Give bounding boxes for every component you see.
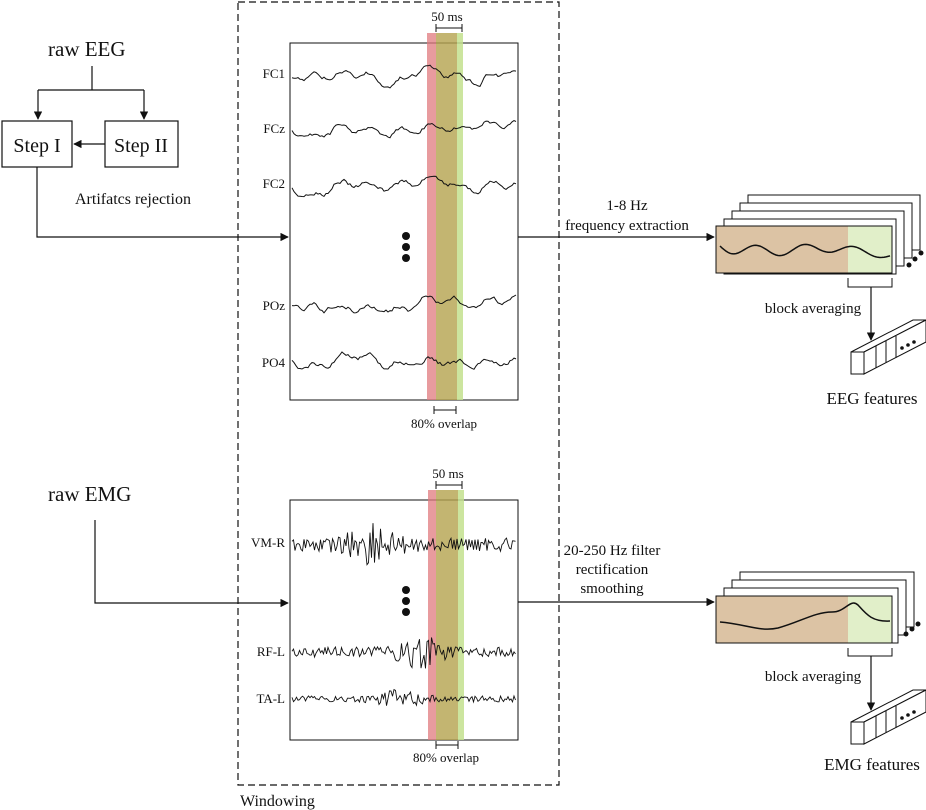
- emg-trace: [291, 523, 516, 566]
- emg-feature-vector: [850, 689, 926, 745]
- step1-box: [1, 120, 73, 168]
- eeg-extraction-line1: 1-8 Hz: [606, 198, 648, 214]
- step2-box: [104, 120, 179, 168]
- emg-overlap-bracket: [435, 741, 459, 749]
- eeg-trace: [291, 351, 517, 370]
- windowing-box: [237, 1, 560, 786]
- emg-channel-label: RF-L: [257, 644, 285, 659]
- emg-window-green: [458, 490, 464, 740]
- emg-block-averaging-label: block averaging: [765, 669, 862, 685]
- eeg-block-bracket: [847, 278, 893, 288]
- emg-window-overlap: [436, 490, 458, 740]
- emg-channel-label: VM-R: [251, 535, 285, 550]
- arrow-to-eeg-panel: [36, 167, 289, 242]
- emg-filter-line1: 20-250 Hz filter: [564, 543, 661, 559]
- eeg-stack-waveform: [719, 243, 891, 259]
- emg-overlap-label: 80% overlap: [413, 750, 479, 765]
- emg-window-stack: [715, 571, 915, 644]
- emg-trace: [291, 637, 516, 669]
- eeg-ellipsis-dots: [402, 232, 410, 262]
- eeg-window-overlap: [436, 33, 457, 400]
- windowing-label: Windowing: [240, 793, 315, 810]
- emg-window-red: [428, 490, 436, 740]
- eeg-feature-vector: [850, 319, 926, 375]
- eeg-window-green: [457, 33, 463, 400]
- emg-block-bracket: [847, 648, 893, 657]
- eeg-channel-label: PO4: [262, 355, 286, 370]
- eeg-channel-label: FC2: [263, 176, 285, 191]
- eeg-block-averaging-label: block averaging: [765, 301, 862, 317]
- eeg-channel-label: FC1: [263, 66, 285, 81]
- eeg-trace: [291, 64, 517, 89]
- eeg-channel-label: FCz: [263, 121, 285, 136]
- eeg-window-red: [427, 33, 436, 400]
- eeg-trace: [291, 120, 517, 139]
- emg-panel: [289, 499, 519, 741]
- emg-stack-dots: [903, 621, 921, 637]
- eeg-features-label: EEG features: [826, 389, 917, 408]
- step1-label: Step I: [13, 135, 60, 157]
- eeg-extraction-line2: frequency extraction: [565, 218, 689, 234]
- eeg-overlap-label: 80% overlap: [411, 416, 477, 431]
- emg-filter-line3: smoothing: [580, 581, 644, 597]
- eeg-trace: [291, 175, 517, 198]
- eeg-trace: [291, 294, 517, 314]
- eeg-feature-dots: [900, 340, 916, 350]
- emg-ellipsis-dots: [402, 586, 410, 616]
- emg-window-bracket: [435, 481, 463, 489]
- artifacts-rejection-label: Artifatcs rejection: [75, 191, 191, 208]
- eeg-overlap-bracket: [433, 406, 457, 414]
- emg-channel-label: TA-L: [256, 691, 285, 706]
- eeg-channel-label: POz: [263, 298, 286, 313]
- eeg-panel: [289, 42, 519, 401]
- raw-eeg-label: raw EEG: [48, 37, 126, 61]
- eeg-window-stack: [715, 194, 921, 275]
- emg-feature-dots: [900, 710, 916, 720]
- step2-label: Step II: [114, 135, 168, 157]
- eeg-window-size-label: 50 ms: [431, 9, 462, 24]
- eeg-traces: [291, 64, 517, 370]
- eeg-window-bracket: [435, 24, 463, 32]
- raw-emg-label: raw EMG: [48, 482, 131, 506]
- eeg-stack-dots: [906, 250, 924, 268]
- emg-features-label: EMG features: [824, 755, 920, 774]
- emg-window-size-label: 50 ms: [432, 466, 463, 481]
- emg-trace: [291, 688, 516, 707]
- emg-stack-waveform: [719, 602, 891, 630]
- emg-filter-line2: rectification: [576, 562, 649, 578]
- emg-traces: [291, 523, 516, 707]
- arrow-to-emg-panel: [94, 520, 289, 608]
